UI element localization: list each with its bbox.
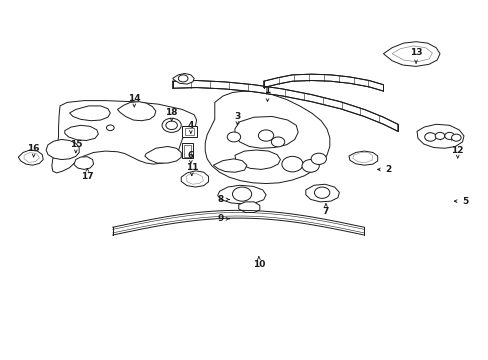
Text: 15: 15	[69, 140, 82, 153]
Circle shape	[258, 130, 273, 141]
Polygon shape	[46, 139, 79, 159]
Circle shape	[227, 132, 240, 142]
Polygon shape	[348, 151, 377, 165]
Polygon shape	[52, 100, 196, 173]
Circle shape	[450, 134, 460, 141]
Circle shape	[281, 156, 303, 172]
Polygon shape	[181, 171, 208, 187]
Circle shape	[106, 125, 114, 131]
Text: 3: 3	[234, 112, 240, 125]
Circle shape	[310, 153, 326, 165]
Polygon shape	[305, 184, 339, 202]
Circle shape	[424, 133, 435, 141]
Text: 2: 2	[377, 165, 390, 174]
Polygon shape	[213, 159, 246, 172]
Polygon shape	[263, 74, 383, 91]
Polygon shape	[172, 81, 397, 131]
Circle shape	[314, 187, 329, 198]
Circle shape	[178, 75, 187, 82]
Bar	[182, 143, 192, 158]
Text: 7: 7	[322, 204, 328, 216]
Polygon shape	[234, 150, 280, 170]
Polygon shape	[18, 150, 43, 165]
Text: 9: 9	[217, 214, 229, 223]
Circle shape	[302, 159, 319, 172]
Text: 13: 13	[409, 49, 422, 63]
Circle shape	[232, 187, 251, 201]
Text: 6: 6	[187, 151, 194, 163]
Bar	[184, 145, 190, 157]
Polygon shape	[234, 117, 298, 148]
Polygon shape	[205, 91, 329, 184]
Text: 18: 18	[165, 108, 178, 121]
Polygon shape	[74, 157, 93, 170]
Circle shape	[165, 121, 177, 130]
Text: 17: 17	[81, 168, 93, 181]
Polygon shape	[217, 185, 265, 204]
Polygon shape	[172, 73, 194, 84]
Text: 16: 16	[27, 144, 40, 157]
Circle shape	[434, 132, 444, 139]
Text: 5: 5	[453, 197, 467, 206]
Text: 14: 14	[128, 94, 141, 107]
Text: 1: 1	[264, 86, 270, 102]
Polygon shape	[352, 153, 372, 163]
Polygon shape	[117, 102, 156, 121]
Polygon shape	[144, 147, 181, 163]
Polygon shape	[185, 174, 203, 184]
Text: 4: 4	[187, 121, 194, 133]
Polygon shape	[69, 106, 110, 121]
Polygon shape	[238, 202, 259, 212]
Circle shape	[444, 132, 453, 139]
Text: 8: 8	[217, 195, 229, 204]
Polygon shape	[24, 153, 40, 162]
Text: 12: 12	[450, 145, 463, 158]
Polygon shape	[391, 46, 431, 62]
Text: 10: 10	[252, 257, 264, 269]
Circle shape	[271, 137, 284, 147]
Polygon shape	[64, 125, 98, 140]
Bar	[184, 128, 194, 135]
Polygon shape	[383, 42, 439, 66]
Text: 11: 11	[185, 163, 198, 176]
Circle shape	[162, 118, 181, 132]
Polygon shape	[416, 124, 463, 148]
Bar	[182, 126, 196, 137]
